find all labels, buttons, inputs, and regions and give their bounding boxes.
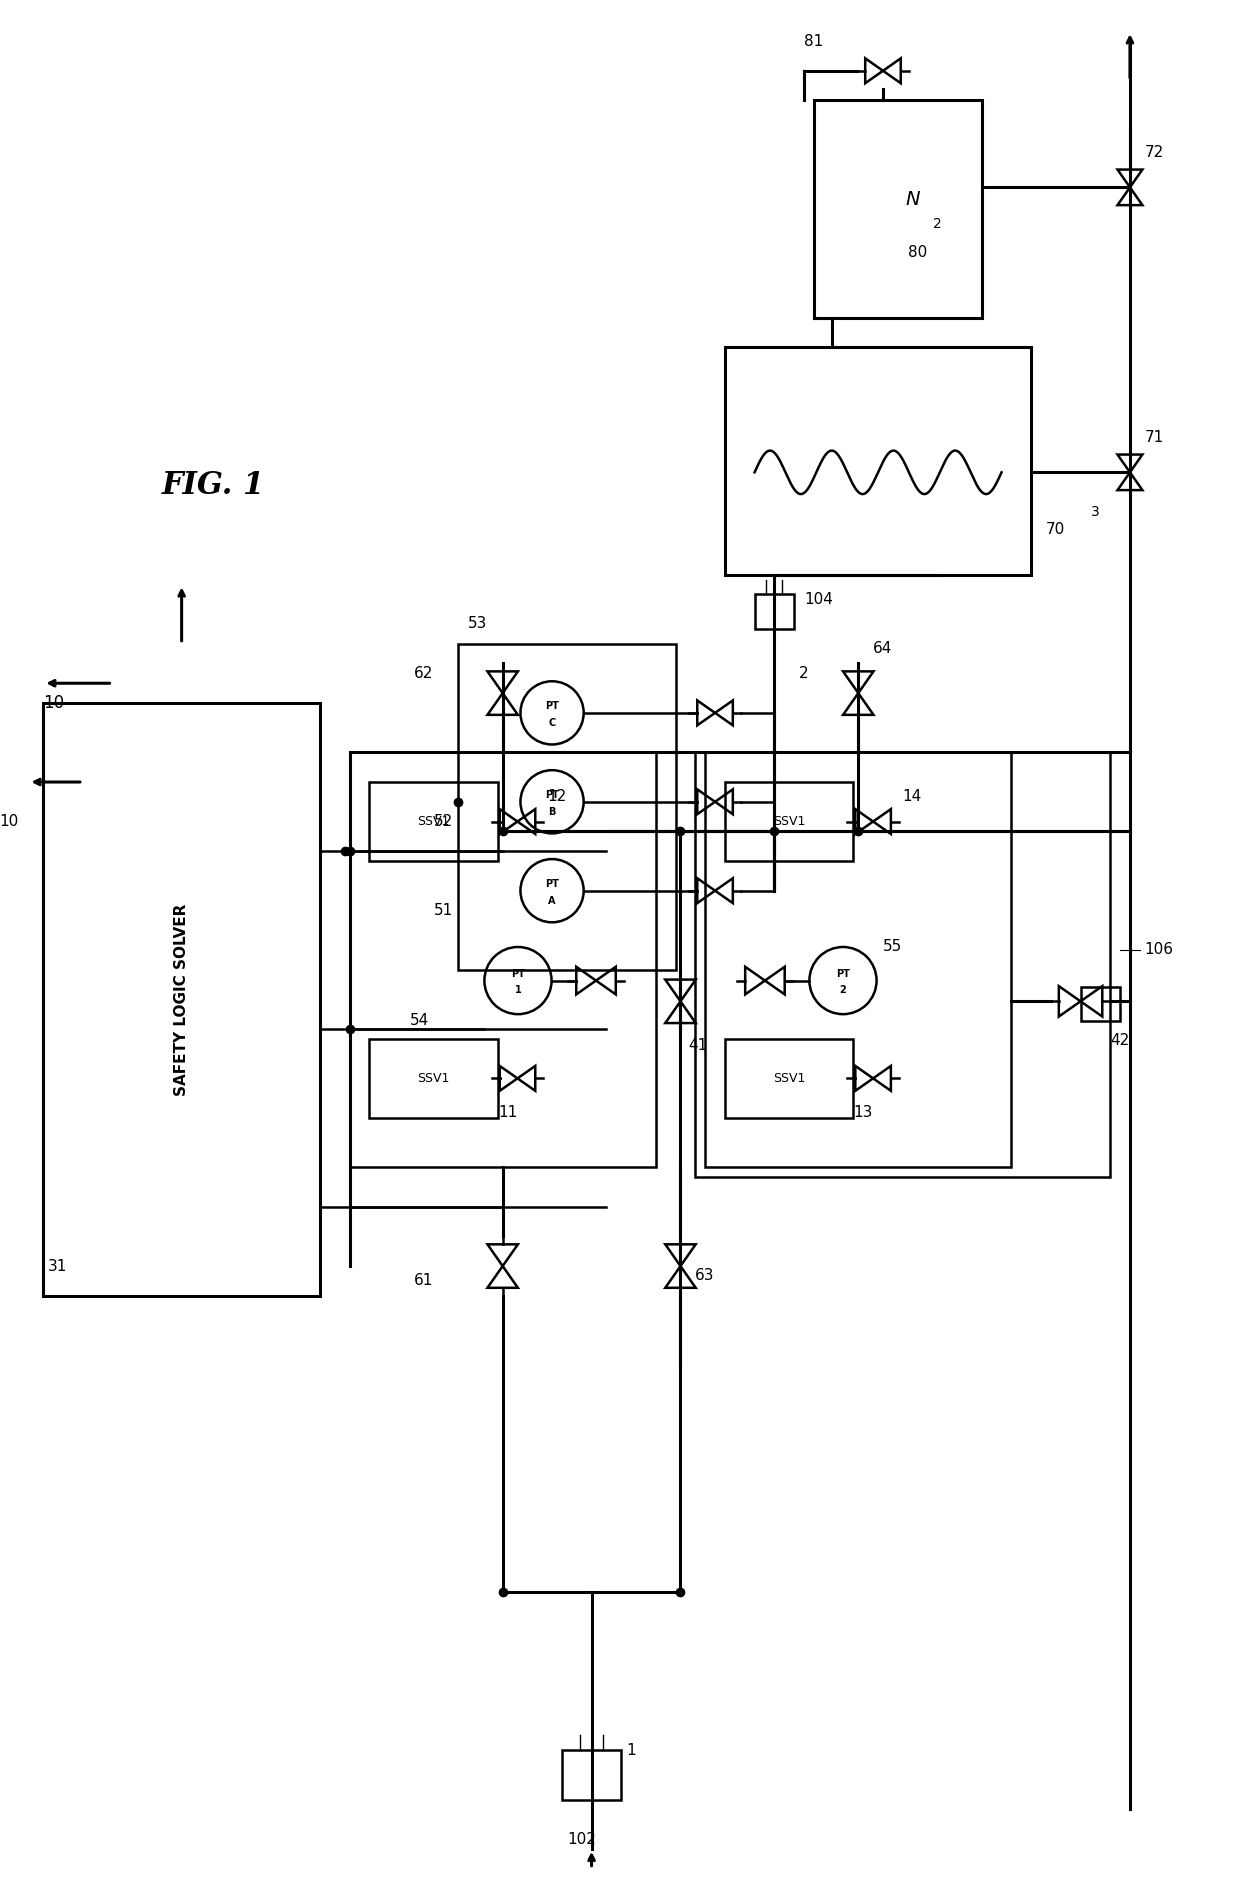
Text: 51: 51 xyxy=(434,903,454,918)
Bar xyxy=(459,644,676,969)
Text: 10: 10 xyxy=(43,695,64,712)
Text: 106: 106 xyxy=(1145,943,1174,958)
Text: 64: 64 xyxy=(873,642,893,657)
Text: 3: 3 xyxy=(1091,505,1100,519)
Bar xyxy=(43,702,320,1295)
Text: 1: 1 xyxy=(626,1743,636,1757)
Text: PT: PT xyxy=(836,969,849,979)
Bar xyxy=(725,1039,853,1119)
Text: 2: 2 xyxy=(839,986,847,996)
Text: 54: 54 xyxy=(410,1013,429,1028)
Bar xyxy=(350,752,656,1168)
Text: PT: PT xyxy=(511,969,525,979)
Bar xyxy=(1080,986,1120,1020)
Text: 62: 62 xyxy=(414,666,434,681)
Bar xyxy=(755,594,794,628)
Text: 61: 61 xyxy=(414,1274,434,1289)
Text: SSV1: SSV1 xyxy=(418,1071,450,1085)
Text: 13: 13 xyxy=(853,1106,873,1121)
Bar xyxy=(370,1039,497,1119)
Text: PT: PT xyxy=(546,789,559,801)
Text: 31: 31 xyxy=(48,1259,68,1274)
Text: 2: 2 xyxy=(799,666,808,681)
Text: 1: 1 xyxy=(515,986,521,996)
Text: 10: 10 xyxy=(0,814,19,829)
Text: 102: 102 xyxy=(567,1832,596,1846)
Text: 2: 2 xyxy=(932,218,941,231)
Text: B: B xyxy=(548,806,556,816)
Text: 63: 63 xyxy=(696,1268,714,1283)
Text: 70: 70 xyxy=(1047,522,1065,536)
Bar xyxy=(706,752,1012,1168)
Text: 81: 81 xyxy=(804,34,823,49)
Text: PT: PT xyxy=(546,878,559,890)
Bar xyxy=(696,752,1110,1177)
Text: 104: 104 xyxy=(804,593,833,608)
Text: SSV1: SSV1 xyxy=(418,816,450,827)
Text: 12: 12 xyxy=(547,789,567,805)
Text: PT: PT xyxy=(546,700,559,712)
Text: SSV1: SSV1 xyxy=(773,816,805,827)
Text: 41: 41 xyxy=(688,1037,708,1053)
Bar xyxy=(562,1751,621,1800)
Text: 53: 53 xyxy=(467,617,487,632)
Bar xyxy=(725,348,1032,575)
Text: 42: 42 xyxy=(1110,1034,1130,1049)
Bar xyxy=(813,100,982,318)
Text: 72: 72 xyxy=(1145,146,1164,161)
Text: SSV1: SSV1 xyxy=(773,1071,805,1085)
Text: SAFETY LOGIC SOLVER: SAFETY LOGIC SOLVER xyxy=(174,903,190,1096)
Text: 52: 52 xyxy=(434,814,454,829)
Bar xyxy=(370,782,497,861)
Text: FIG. 1: FIG. 1 xyxy=(162,469,265,502)
Text: 71: 71 xyxy=(1145,430,1164,445)
Text: N: N xyxy=(905,189,920,208)
Text: 14: 14 xyxy=(903,789,923,805)
Text: 11: 11 xyxy=(498,1106,517,1121)
Text: C: C xyxy=(548,717,556,727)
Bar xyxy=(725,782,853,861)
Text: 55: 55 xyxy=(883,939,901,954)
Text: A: A xyxy=(548,895,556,905)
Text: 80: 80 xyxy=(908,244,928,259)
